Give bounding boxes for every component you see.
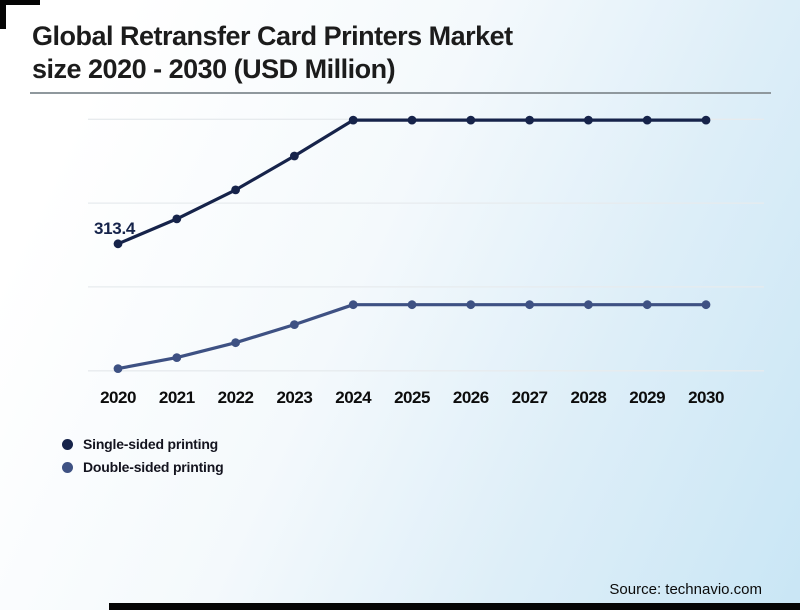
legend-dot-single-sided-icon [62,438,73,450]
series-line-0 [117,118,706,246]
corner-decoration-left [0,0,6,29]
chart-title: Global Retransfer Card Printers Market s… [32,21,513,84]
x-axis-label: 2026 [452,388,489,407]
data-point [701,300,711,310]
x-axis: 2020 2021 2022 2023 2024 2025 2026 2027 2028 2029… [0,388,800,410]
data-point [466,115,476,125]
data-point [113,239,123,249]
x-axis-label: 2021 [158,388,195,407]
legend-item-single-sided: Single-sided printing [62,436,223,452]
x-axis-label: 2027 [511,388,548,407]
legend-dot-double-sided-icon [62,461,73,473]
data-point [525,115,534,125]
data-point [701,115,711,125]
source-attribution: Source: technavio.com [609,581,762,598]
data-point [407,300,417,310]
series-line-1 [117,303,706,371]
data-point [231,338,241,348]
legend-label-double-sided: Double-sided printing [83,459,224,475]
data-point [348,115,358,125]
x-axis-label: 2025 [394,388,430,407]
bottom-accent-bar [109,603,800,610]
data-point [584,115,593,125]
x-axis-label: 2030 [688,388,724,407]
data-point [290,151,299,161]
data-point [348,300,358,310]
data-point [466,300,476,310]
x-axis-label: 2023 [276,388,313,407]
data-point [642,300,652,310]
data-point [642,115,652,125]
legend-item-double-sided: Double-sided printing [62,459,224,475]
x-axis-label: 2028 [570,388,607,407]
data-point [584,300,593,310]
data-point [290,320,299,329]
data-point [407,115,417,125]
data-point [172,214,182,224]
corner-decoration-top [0,0,40,5]
data-point [172,353,182,362]
x-axis-label: 2020 [100,388,136,407]
data-point [231,185,241,195]
data-point-label-2020: 313.4 [94,219,136,238]
x-axis-label: 2024 [335,388,372,407]
legend: Single-sided printing Double-sided print… [62,436,224,475]
title-divider [30,92,771,94]
legend-label-single-sided: Single-sided printing [83,436,219,452]
data-point [525,300,534,310]
x-axis-label: 2022 [217,388,254,407]
data-point [113,364,123,373]
x-axis-label: 2029 [629,388,666,407]
